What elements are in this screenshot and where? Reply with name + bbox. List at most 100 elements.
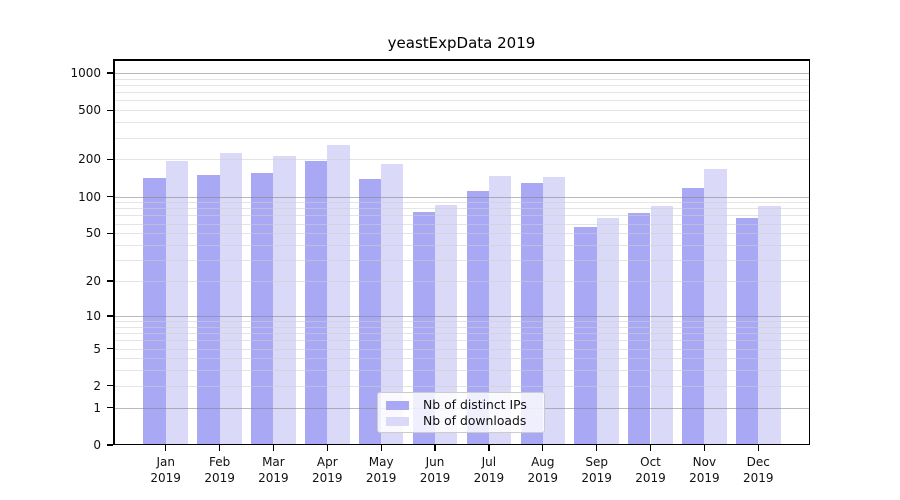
x-tick [703,445,706,451]
y-tick-label: 2 [93,378,101,393]
bar-distinct-ips [251,172,274,445]
bar-downloads [704,169,727,445]
y-tick [107,280,113,282]
minor-gridline [113,208,810,210]
y-tick [107,195,113,198]
minor-gridline [113,100,810,102]
minor-gridline [113,340,810,342]
minor-gridline [113,215,810,217]
axis-spine-right [808,59,810,445]
y-tick-label: 1000 [70,65,101,80]
chart-title: yeastExpData 2019 [387,34,536,52]
x-tick-label: Mar 2019 [258,455,289,485]
legend-swatch-downloads [386,416,409,426]
x-tick-label: Jan 2019 [150,455,181,485]
x-tick-label: Oct 2019 [635,455,666,485]
bar-downloads [596,217,619,445]
bar-distinct-ips [736,217,759,445]
x-tick-label: Jun 2019 [419,455,451,485]
minor-gridline [113,348,810,350]
y-tick [107,232,113,234]
axis-spine-left [113,59,115,445]
legend-item-distinct-ips: Nb of distinct IPs [386,398,537,412]
x-tick-label: Nov 2019 [689,455,720,485]
y-tick [107,72,113,74]
x-tick [218,445,221,451]
y-tick-label: 100 [78,189,101,204]
y-tick-label: 20 [85,274,101,288]
bar-downloads [758,206,781,445]
bar-downloads [165,161,188,445]
major-gridline [113,196,810,198]
x-tick-label: Jul 2019 [473,455,505,485]
y-tick [107,315,113,317]
minor-gridline [113,92,810,94]
x-tick-label: Feb 2019 [204,455,235,485]
minor-gridline [113,326,810,328]
legend-label: Nb of downloads [423,413,527,428]
x-tick [488,445,490,451]
y-tick [107,444,113,446]
bar-distinct-ips [197,175,220,445]
minor-gridline [113,122,810,124]
y-tick-label: 200 [78,152,101,167]
bar-distinct-ips [305,160,328,445]
x-tick [326,445,328,451]
minor-gridline [113,333,810,334]
minor-gridline [113,202,810,204]
legend-item-downloads: Nb of downloads [386,414,537,428]
x-tick-label: Apr 2019 [312,455,343,485]
bar-downloads [273,155,296,445]
y-tick [107,407,113,409]
legend-label: Nb of distinct IPs [423,397,527,412]
axis-spine-bottom [113,443,810,445]
y-tick [107,385,113,387]
x-tick-label: Sep 2019 [581,455,612,485]
minor-gridline [113,233,810,235]
bar-distinct-ips [628,213,651,445]
x-tick [649,445,652,451]
legend: Nb of distinct IPs Nb of downloads [377,392,545,433]
x-tick-label: Aug 2019 [527,455,559,485]
bar-downloads [650,205,673,445]
minor-gridline [113,281,810,282]
axis-spine-top [113,59,810,61]
minor-gridline [113,370,810,372]
y-tick [107,347,113,350]
minor-gridline [113,385,810,387]
minor-gridline [113,260,810,262]
legend-swatch-distinct-ips [386,400,409,410]
minor-gridline [113,110,810,112]
minor-gridline [113,245,810,246]
minor-gridline [113,137,810,139]
minor-gridline [113,84,810,86]
x-tick [165,445,167,451]
bar-downloads [488,175,512,445]
minor-gridline [113,358,810,360]
y-tick-label: 0 [93,438,101,452]
y-tick-label: 5 [93,341,101,356]
bar-downloads [327,144,350,445]
y-tick [107,158,113,161]
bar-downloads [219,153,242,445]
minor-gridline [113,321,810,322]
x-tick-label: Dec 2019 [743,455,774,485]
bar-distinct-ips [143,178,166,445]
major-gridline [113,72,810,74]
plot-area: Nb of distinct IPs Nb of downloads 0 1 2 5 1… [70,59,810,485]
minor-gridline [113,78,810,80]
bar-downloads [435,205,458,445]
x-tick-label: May 2019 [365,455,397,485]
x-tick [542,445,544,451]
minor-gridline [113,223,810,225]
x-tick [380,445,382,451]
y-tick-label: 500 [78,103,101,118]
x-tick [434,445,436,451]
x-tick [596,445,598,451]
y-tick [107,109,113,111]
bar-downloads [542,177,566,445]
y-tick-label: 10 [85,308,101,323]
x-tick [757,445,759,451]
major-gridline [113,315,810,317]
